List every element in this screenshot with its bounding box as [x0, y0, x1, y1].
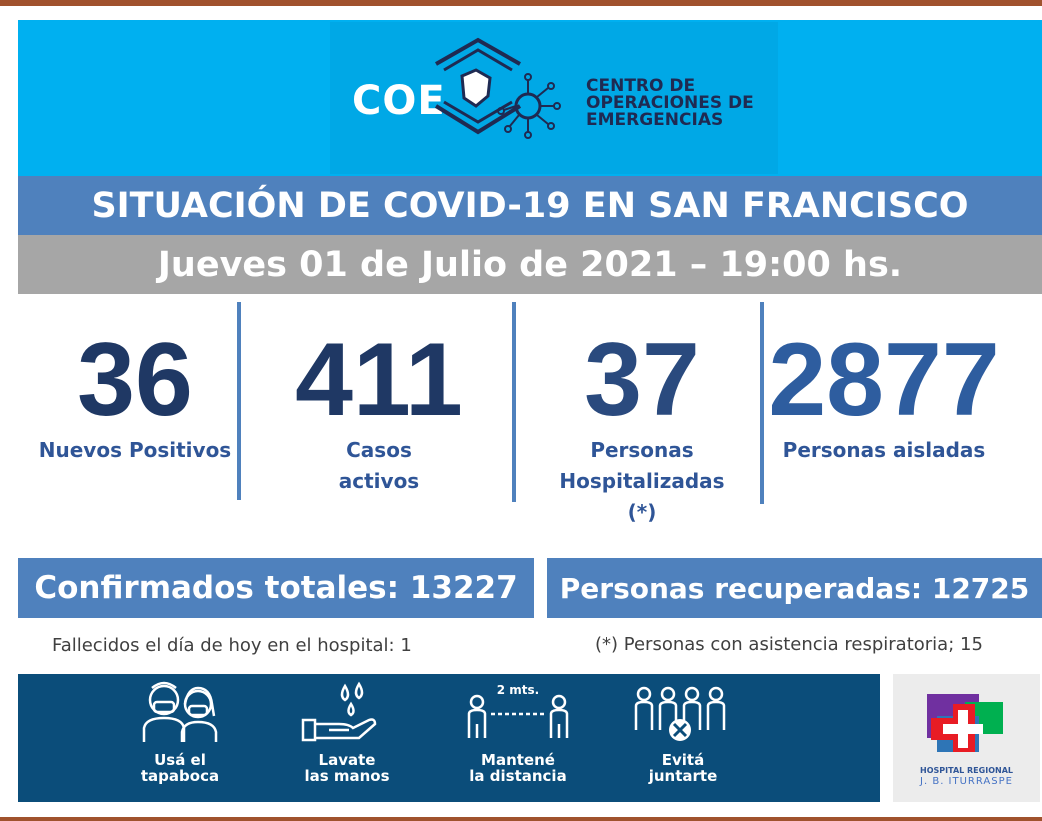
hospital-logo: HOSPITAL REGIONAL J. B. ITURRASPE	[893, 674, 1040, 802]
tip-caption: Evitá juntarte	[648, 751, 718, 785]
no-gathering-icon	[634, 686, 726, 741]
deaths-note: Fallecidos el día de hoy en el hospital:…	[52, 635, 412, 656]
hospital-name: HOSPITAL REGIONAL	[920, 766, 1013, 775]
stat-divider	[512, 302, 516, 502]
stat-value: 37	[584, 322, 700, 438]
stat-hospitalized: 37 Personas Hospitalizadas (*)	[522, 325, 762, 528]
stat-label: Personas	[590, 438, 694, 462]
page-title: SITUACIÓN DE COVID-19 EN SAN FRANCISCO	[91, 185, 969, 226]
coe-logo-text: COE	[352, 78, 446, 124]
stat-new-positives: 36 Nuevos Positivos	[34, 325, 236, 466]
hand-wash-icon	[301, 681, 377, 742]
stat-divider	[237, 302, 241, 500]
header-banner: COE CENTRO DE OPERACIONES DE EMERGENCIAS	[18, 20, 1042, 176]
prevention-panel: Usá el tapaboca Lavate las manos	[18, 674, 880, 802]
top-border	[0, 0, 1042, 6]
stat-value: 411	[295, 322, 463, 438]
recovered-total: Personas recuperadas: 12725	[559, 571, 1030, 605]
confirmed-total-box: Confirmados totales: 13227	[18, 558, 534, 618]
stat-value: 36	[77, 322, 193, 438]
recovered-total-box: Personas recuperadas: 12725	[547, 558, 1042, 618]
tip-no-gathering: Evitá juntarte	[613, 680, 753, 784]
tip-caption: Lavate las manos	[304, 751, 390, 785]
date-bar: Jueves 01 de Julio de 2021 – 19:00 hs.	[18, 235, 1042, 294]
report-date: Jueves 01 de Julio de 2021 – 19:00 hs.	[157, 244, 903, 285]
hospital-subname: J. B. ITURRASPE	[920, 776, 1013, 787]
masked-people-icon	[142, 681, 218, 742]
stat-value: 2877	[768, 322, 1000, 438]
stat-label: Nuevos Positivos	[38, 438, 232, 462]
coe-org-name: CENTRO DE OPERACIONES DE EMERGENCIAS	[586, 76, 754, 130]
confirmed-total: Confirmados totales: 13227	[34, 570, 518, 606]
respiratory-note: (*) Personas con asistencia respiratoria…	[595, 634, 983, 655]
tip-wash-hands: Lavate las manos	[277, 680, 417, 784]
stat-label: Personas aisladas	[782, 438, 986, 462]
tip-mask: Usá el tapaboca	[110, 680, 250, 784]
shield-circuit-icon	[434, 37, 561, 139]
title-bar: SITUACIÓN DE COVID-19 EN SAN FRANCISCO	[18, 176, 1042, 235]
hospital-cross-icon	[927, 694, 1003, 752]
stat-label: Casos	[346, 438, 412, 462]
tip-distance: 2 mts. Mantené la distancia	[448, 680, 588, 784]
bottom-border	[0, 817, 1042, 821]
stat-active-cases: 411 Casos activos	[248, 325, 510, 497]
tip-caption: Mantené la distancia	[469, 751, 567, 785]
stat-divider	[760, 302, 764, 504]
distance-icon: 2 mts.	[467, 683, 569, 738]
distance-tag: 2 mts.	[497, 683, 539, 697]
stat-label: activos	[338, 469, 420, 493]
tip-caption: Usá el tapaboca	[140, 751, 220, 785]
stat-label: (*)	[627, 500, 657, 524]
stat-isolated: 2877 Personas aisladas	[768, 325, 1000, 466]
coe-logo: COE CENTRO DE OPERACIONES DE EMERGENCIAS	[330, 22, 778, 174]
stat-label: Hospitalizadas	[559, 469, 725, 493]
